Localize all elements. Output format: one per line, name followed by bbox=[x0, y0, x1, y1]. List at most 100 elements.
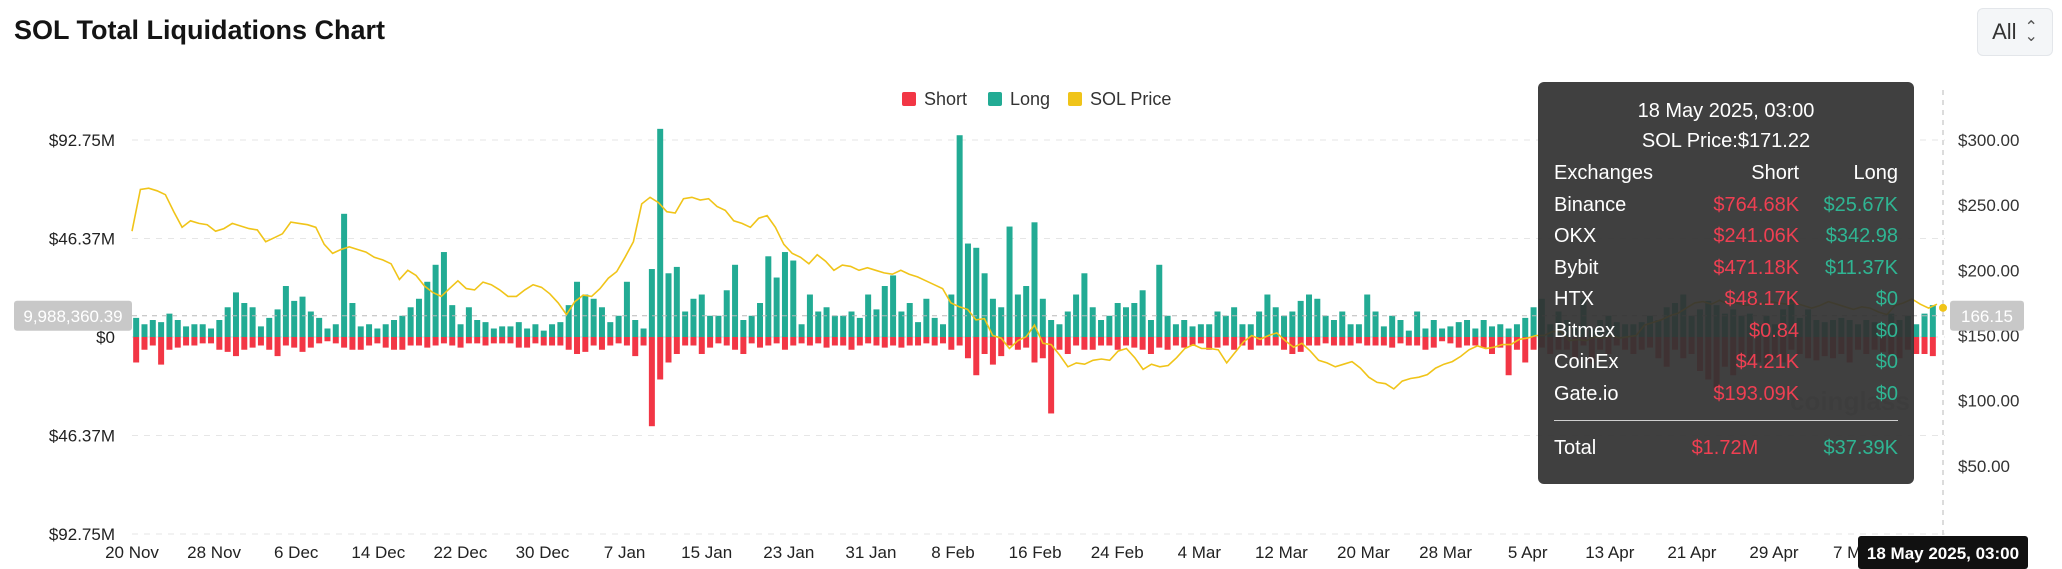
short-bar bbox=[241, 337, 248, 350]
x-axis-tick-label: 6 Dec bbox=[274, 543, 319, 562]
legend-swatch bbox=[1068, 92, 1082, 106]
short-bar bbox=[1089, 337, 1096, 350]
short-bar bbox=[657, 337, 664, 380]
short-bar bbox=[183, 337, 190, 346]
short-bar bbox=[1322, 337, 1329, 344]
short-bar bbox=[1181, 337, 1188, 348]
short-bar bbox=[291, 337, 298, 348]
short-bar bbox=[623, 337, 630, 346]
short-bar bbox=[1231, 337, 1238, 350]
x-axis-tick-label: 31 Jan bbox=[845, 543, 896, 562]
long-bar bbox=[1172, 324, 1179, 337]
long-bar bbox=[1364, 294, 1371, 337]
short-bar bbox=[698, 337, 705, 354]
tooltip-total-label: Total bbox=[1554, 436, 1597, 459]
long-bar bbox=[640, 328, 647, 337]
short-bar bbox=[349, 337, 356, 350]
long-bar bbox=[174, 320, 181, 337]
long-bar bbox=[1281, 315, 1288, 337]
short-bar bbox=[474, 337, 481, 344]
long-bar bbox=[1322, 315, 1329, 337]
long-bar bbox=[973, 247, 980, 337]
long-bar bbox=[1397, 320, 1404, 337]
long-bar bbox=[798, 324, 805, 337]
price-axis-tick-label: $300.00 bbox=[1958, 131, 2019, 150]
short-bar bbox=[898, 337, 905, 348]
tooltip-exchange: Gate.io bbox=[1554, 382, 1619, 405]
long-bar bbox=[158, 322, 165, 337]
x-axis-tick-label: 5 Apr bbox=[1508, 543, 1548, 562]
short-bar bbox=[1347, 337, 1354, 346]
short-bar bbox=[557, 337, 564, 346]
short-bar bbox=[1164, 337, 1171, 350]
short-bar bbox=[1464, 337, 1471, 346]
long-bar bbox=[224, 307, 231, 337]
short-bar bbox=[1131, 337, 1138, 348]
time-range-select[interactable]: All ⌃ ⌄ bbox=[1977, 8, 2053, 56]
short-bar bbox=[1921, 337, 1928, 354]
short-bar bbox=[1505, 337, 1512, 376]
x-axis-tick-label: 8 Feb bbox=[931, 543, 974, 562]
long-bar bbox=[1031, 222, 1038, 337]
short-bar bbox=[1414, 337, 1421, 346]
short-bar bbox=[881, 337, 888, 348]
tooltip-long-value: $11.37K bbox=[1824, 256, 1898, 279]
long-bar bbox=[931, 317, 938, 337]
x-axis-tick-label: 14 Dec bbox=[351, 543, 405, 562]
time-range-value: All bbox=[1992, 19, 2017, 44]
long-bar bbox=[507, 326, 514, 337]
short-bar bbox=[216, 337, 223, 350]
short-bar bbox=[640, 337, 647, 346]
crosshair: 9,988,360.39 166.15 18 May 2025, 03:00 bbox=[14, 90, 2028, 569]
short-bar bbox=[1430, 337, 1437, 348]
x-axis-tick-label: 16 Feb bbox=[1009, 543, 1062, 562]
short-bar bbox=[1497, 337, 1504, 348]
long-bar bbox=[998, 307, 1005, 337]
long-bar bbox=[1513, 324, 1520, 337]
tooltip-table: Exchanges Short Long Binance $764.68K $2… bbox=[1554, 158, 1898, 410]
long-bar bbox=[1405, 330, 1412, 337]
short-bar bbox=[1222, 337, 1229, 346]
tooltip-divider bbox=[1554, 420, 1898, 421]
tooltip-long-value: $0 bbox=[1875, 319, 1898, 342]
tooltip-long-value: $0 bbox=[1875, 351, 1898, 374]
short-bar bbox=[757, 337, 764, 348]
short-bar bbox=[1098, 337, 1105, 346]
short-bar bbox=[540, 337, 547, 346]
short-bar bbox=[1056, 337, 1063, 350]
long-bar bbox=[806, 294, 813, 337]
short-bar bbox=[1422, 337, 1429, 350]
long-bar bbox=[1239, 324, 1246, 337]
short-bar bbox=[1339, 337, 1346, 346]
x-axis-tick-label: 4 Mar bbox=[1178, 543, 1222, 562]
short-bar bbox=[149, 337, 156, 346]
long-bar bbox=[590, 298, 597, 337]
short-bar bbox=[1206, 337, 1213, 350]
long-bar bbox=[532, 324, 539, 337]
short-bar bbox=[964, 337, 971, 359]
short-bar bbox=[224, 337, 231, 352]
chart-legend[interactable]: Short Long SOL Price bbox=[902, 89, 1171, 109]
short-bar bbox=[906, 337, 913, 346]
long-bar bbox=[208, 328, 215, 337]
crosshair-right-badge bbox=[1950, 300, 2024, 331]
short-bar bbox=[865, 337, 872, 344]
x-axis-tick-label: 13 Apr bbox=[1585, 543, 1634, 562]
long-bar bbox=[1264, 294, 1271, 337]
long-bar bbox=[524, 328, 531, 337]
short-bar bbox=[673, 337, 680, 354]
long-bar bbox=[781, 252, 788, 337]
long-bar bbox=[357, 326, 364, 337]
short-bar bbox=[1239, 337, 1246, 346]
long-bar bbox=[707, 315, 714, 337]
tooltip-exchange: Bitmex bbox=[1554, 319, 1616, 342]
short-bar bbox=[415, 337, 422, 346]
tooltip-header-short: Short bbox=[1751, 162, 1800, 185]
crosshair-left-badge bbox=[14, 300, 132, 331]
short-bar bbox=[1513, 337, 1520, 350]
tooltip-row: OKX $241.06K $342.98 bbox=[1554, 221, 1898, 253]
long-bar bbox=[166, 313, 173, 337]
short-bar bbox=[948, 337, 955, 350]
long-bar bbox=[948, 294, 955, 337]
long-bar bbox=[1114, 303, 1121, 337]
